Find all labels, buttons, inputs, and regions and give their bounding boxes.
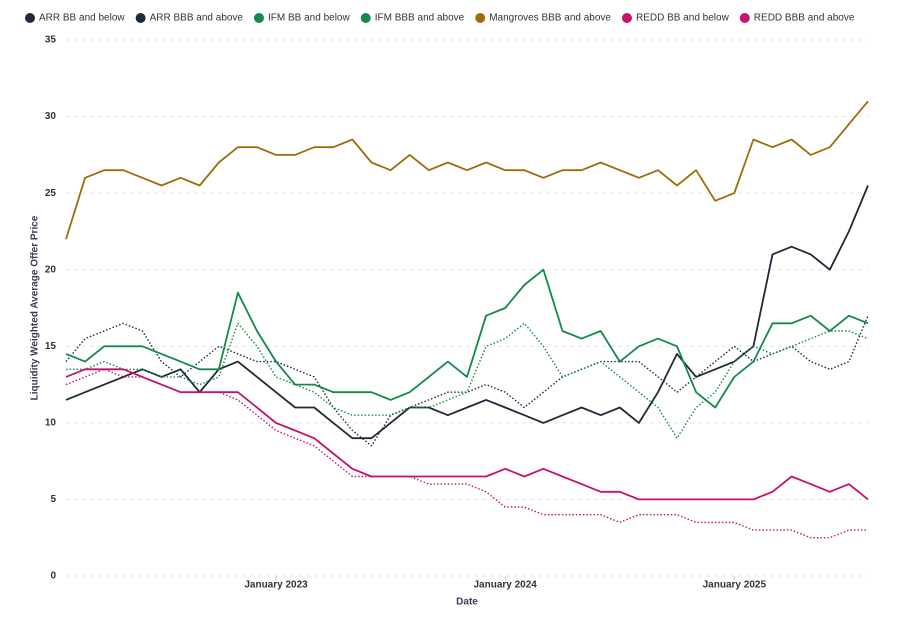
legend-marker <box>25 13 35 23</box>
x-tick-label: January 2025 <box>703 580 767 591</box>
y-tick-label: 20 <box>45 264 57 275</box>
y-axis-title: Liquidity Weighted Average Offer Price <box>30 215 41 400</box>
legend-label: IFM BBB and above <box>375 13 465 24</box>
legend-marker <box>475 13 486 23</box>
series-line <box>65 185 869 440</box>
series-line <box>66 322 869 439</box>
legend-marker <box>254 13 264 23</box>
legend-marker <box>739 13 750 23</box>
y-tick-label: 25 <box>45 188 57 199</box>
y-tick-label: 5 <box>50 494 56 505</box>
legend-label: Mangroves BBB and above <box>489 13 611 24</box>
series-line <box>65 100 869 240</box>
legend-label: IFM BB and below <box>268 13 350 24</box>
legend-label: REDD BBB and above <box>754 13 855 24</box>
legend-label: ARR BB and below <box>39 13 125 24</box>
legend-label: REDD BB and below <box>636 13 730 24</box>
x-tick-label: January 2024 <box>473 580 537 591</box>
legend-marker <box>135 13 146 23</box>
legend-marker <box>621 13 632 23</box>
y-tick-label: 10 <box>45 417 57 428</box>
series-line <box>65 368 868 539</box>
y-tick-label: 30 <box>45 111 57 122</box>
series-line <box>65 368 869 501</box>
y-tick-label: 0 <box>50 571 56 582</box>
y-tick-label: 15 <box>45 341 57 352</box>
legend-label: ARR BBB and above <box>150 13 244 24</box>
y-tick-label: 35 <box>45 35 57 46</box>
x-axis-title: Date <box>456 597 478 608</box>
x-tick-label: January 2023 <box>244 580 308 591</box>
legend-marker <box>360 13 371 23</box>
series-line <box>65 268 869 409</box>
series-line <box>65 315 869 447</box>
